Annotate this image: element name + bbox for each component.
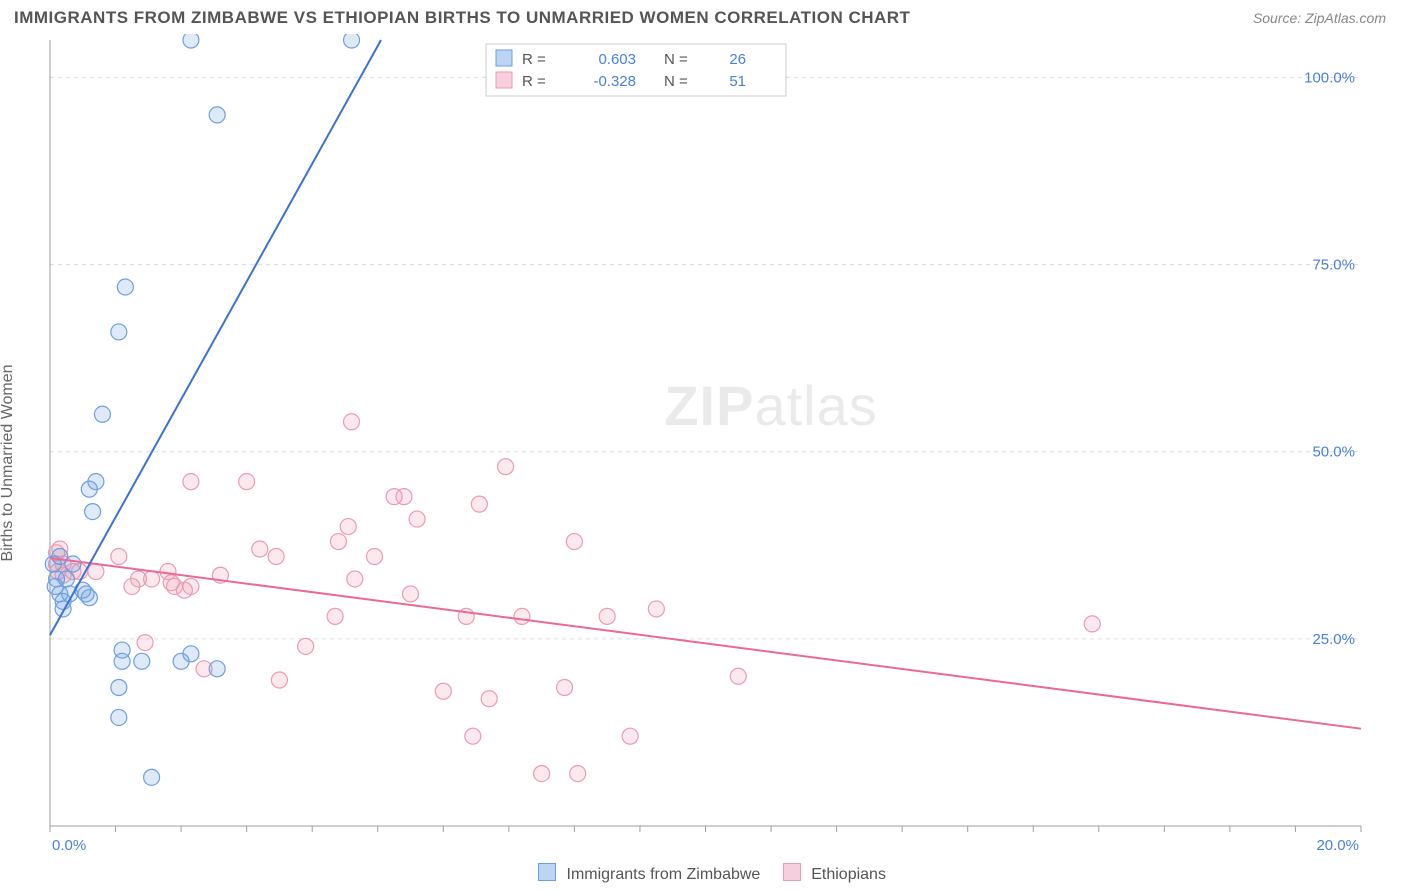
svg-text:-0.328: -0.328 <box>593 73 636 90</box>
chart-source: Source: ZipAtlas.com <box>1253 10 1386 26</box>
svg-text:0.0%: 0.0% <box>52 837 86 854</box>
chart-title: IMMIGRANTS FROM ZIMBABWE VS ETHIOPIAN BI… <box>14 8 910 28</box>
legend-swatch-blue <box>538 863 556 881</box>
svg-text:0.603: 0.603 <box>598 51 636 68</box>
y-axis-label: Births to Unmarried Women <box>0 364 17 561</box>
svg-text:75.0%: 75.0% <box>1312 257 1355 274</box>
svg-text:51: 51 <box>729 73 746 90</box>
legend-label-blue: Immigrants from Zimbabwe <box>567 866 761 883</box>
svg-text:N =: N = <box>664 73 688 90</box>
svg-text:100.0%: 100.0% <box>1304 69 1355 86</box>
svg-text:N =: N = <box>664 51 688 68</box>
svg-text:50.0%: 50.0% <box>1312 444 1355 461</box>
legend-swatch-pink <box>783 863 801 881</box>
chart-area: Births to Unmarried Women 25.0% 50.0% 75.0… <box>0 34 1406 892</box>
scatter-plot: 25.0% 50.0% 75.0% 100.0% 0.0% 20.0% ZIPatlas R … <box>0 34 1406 892</box>
svg-text:R =: R = <box>522 51 546 68</box>
legend-label-pink: Ethiopians <box>811 866 886 883</box>
footer-legend: Immigrants from Zimbabwe Ethiopians <box>0 863 1406 884</box>
svg-text:R =: R = <box>522 73 546 90</box>
svg-text:ZIPatlas: ZIPatlas <box>664 374 877 437</box>
svg-text:26: 26 <box>729 51 746 68</box>
svg-text:25.0%: 25.0% <box>1312 631 1355 648</box>
svg-text:20.0%: 20.0% <box>1316 837 1359 854</box>
